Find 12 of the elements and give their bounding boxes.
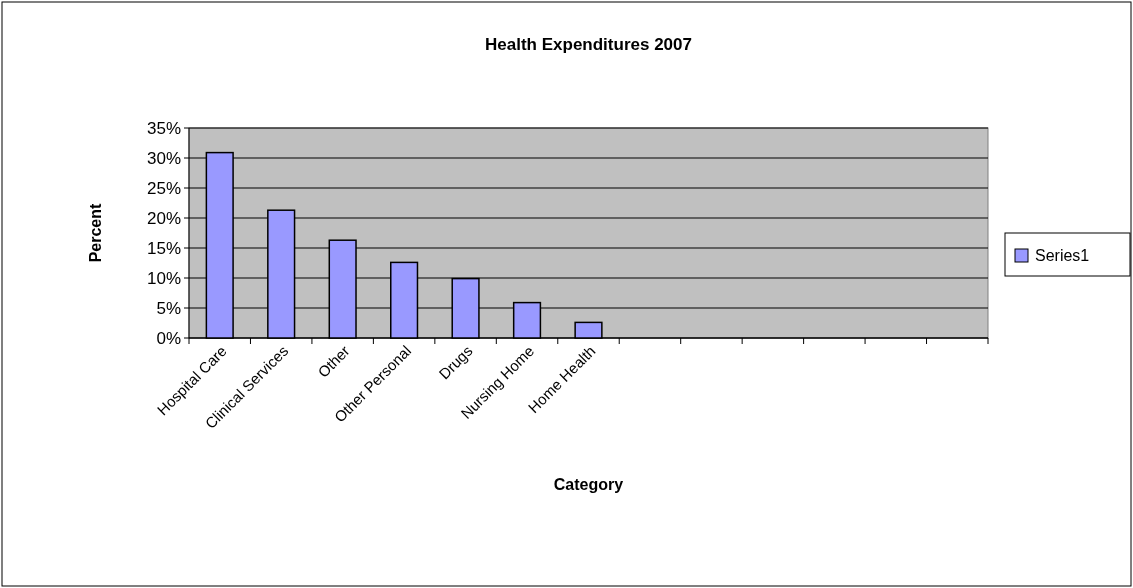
y-tick-label: 15% — [146, 238, 181, 258]
y-tick-label: 10% — [146, 268, 181, 288]
legend-label: Series1 — [1035, 246, 1090, 264]
y-tick-label: 30% — [146, 148, 181, 168]
y-axis-title: Percent — [87, 202, 104, 263]
y-tick-label: 25% — [146, 178, 181, 198]
y-tick-label: 5% — [156, 298, 181, 318]
y-tick-label: 35% — [146, 118, 181, 138]
y-tick-label: 0% — [156, 328, 181, 348]
x-axis-title: Category — [553, 476, 624, 493]
chart-title: Health Expenditures 2007 — [485, 35, 692, 54]
y-tick-label: 20% — [146, 208, 181, 228]
